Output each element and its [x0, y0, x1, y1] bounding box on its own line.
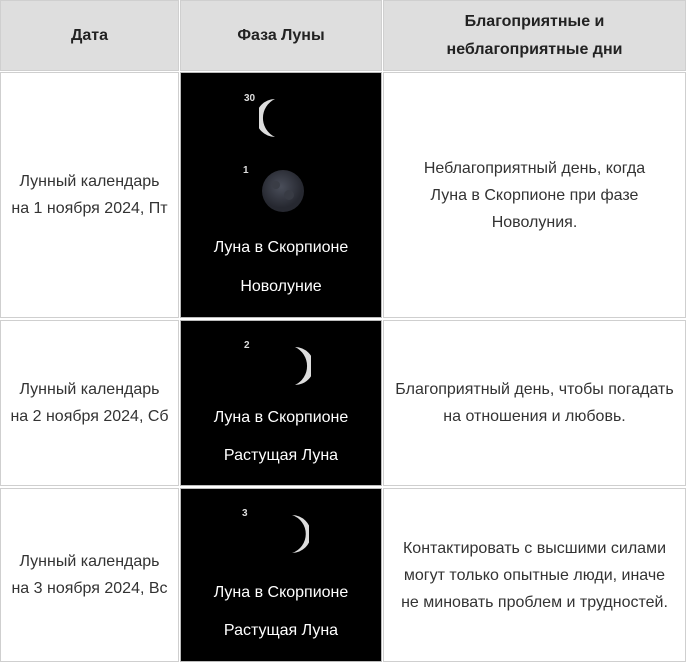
note-cell: Неблагоприятный день, когда Луна в Скорп…: [383, 72, 686, 318]
note-text: Благоприятный день, чтобы погадать на от…: [395, 381, 674, 425]
phase-name-text: Новолуние: [240, 278, 322, 295]
header-days-label: Благоприятные и неблагоприятные дни: [446, 12, 623, 58]
date-text: Лунный календарь на 3 ноября 2024, Вс: [11, 553, 168, 597]
header-phase-label: Фаза Луны: [237, 26, 325, 44]
note-text: Неблагоприятный день, когда Луна в Скорп…: [423, 159, 646, 231]
moon-phase-cell: 2 Луна в Скорпионе Растущая Луна: [180, 320, 382, 486]
moon-day-label: 2: [244, 340, 250, 351]
header-date-label: Дата: [70, 26, 109, 44]
header-date: Дата: [0, 0, 179, 71]
waxing-crescent-moon-icon: [292, 515, 309, 553]
moon-day-label: 1: [243, 165, 249, 176]
new-moon-icon: [262, 170, 304, 212]
waxing-crescent-moon-icon: [295, 347, 311, 385]
date-text: Лунный календарь на 2 ноября 2024, Сб: [10, 381, 169, 425]
zodiac-sign-text: Луна в Скорпионе: [213, 584, 349, 601]
moon-day-label: 3: [242, 508, 248, 519]
phase-name-text: Растущая Луна: [223, 622, 339, 639]
date-cell: Лунный календарь на 2 ноября 2024, Сб: [0, 320, 179, 486]
moon-day-label: 30: [244, 93, 256, 104]
date-cell: Лунный календарь на 3 ноября 2024, Вс: [0, 488, 179, 662]
waning-crescent-moon-icon: [259, 99, 275, 137]
zodiac-sign-text: Луна в Скорпионе: [213, 239, 349, 256]
zodiac-sign-text: Луна в Скорпионе: [213, 409, 349, 426]
moon-phase-cell: 30 1 Луна в Скорпионе Новолуние: [180, 72, 382, 318]
moon-phase-cell: 3 Луна в Скорпионе Растущая Луна: [180, 488, 382, 662]
date-text: Лунный календарь на 1 ноября 2024, Пт: [11, 173, 168, 217]
phase-name-text: Растущая Луна: [223, 447, 339, 464]
date-cell: Лунный календарь на 1 ноября 2024, Пт: [0, 72, 179, 318]
header-days: Благоприятные и неблагоприятные дни: [383, 0, 686, 71]
header-phase: Фаза Луны: [180, 0, 382, 71]
note-cell: Благоприятный день, чтобы погадать на от…: [383, 320, 686, 486]
note-cell: Контактировать с высшими силами могут то…: [383, 488, 686, 662]
note-text: Контактировать с высшими силами могут то…: [401, 539, 668, 611]
